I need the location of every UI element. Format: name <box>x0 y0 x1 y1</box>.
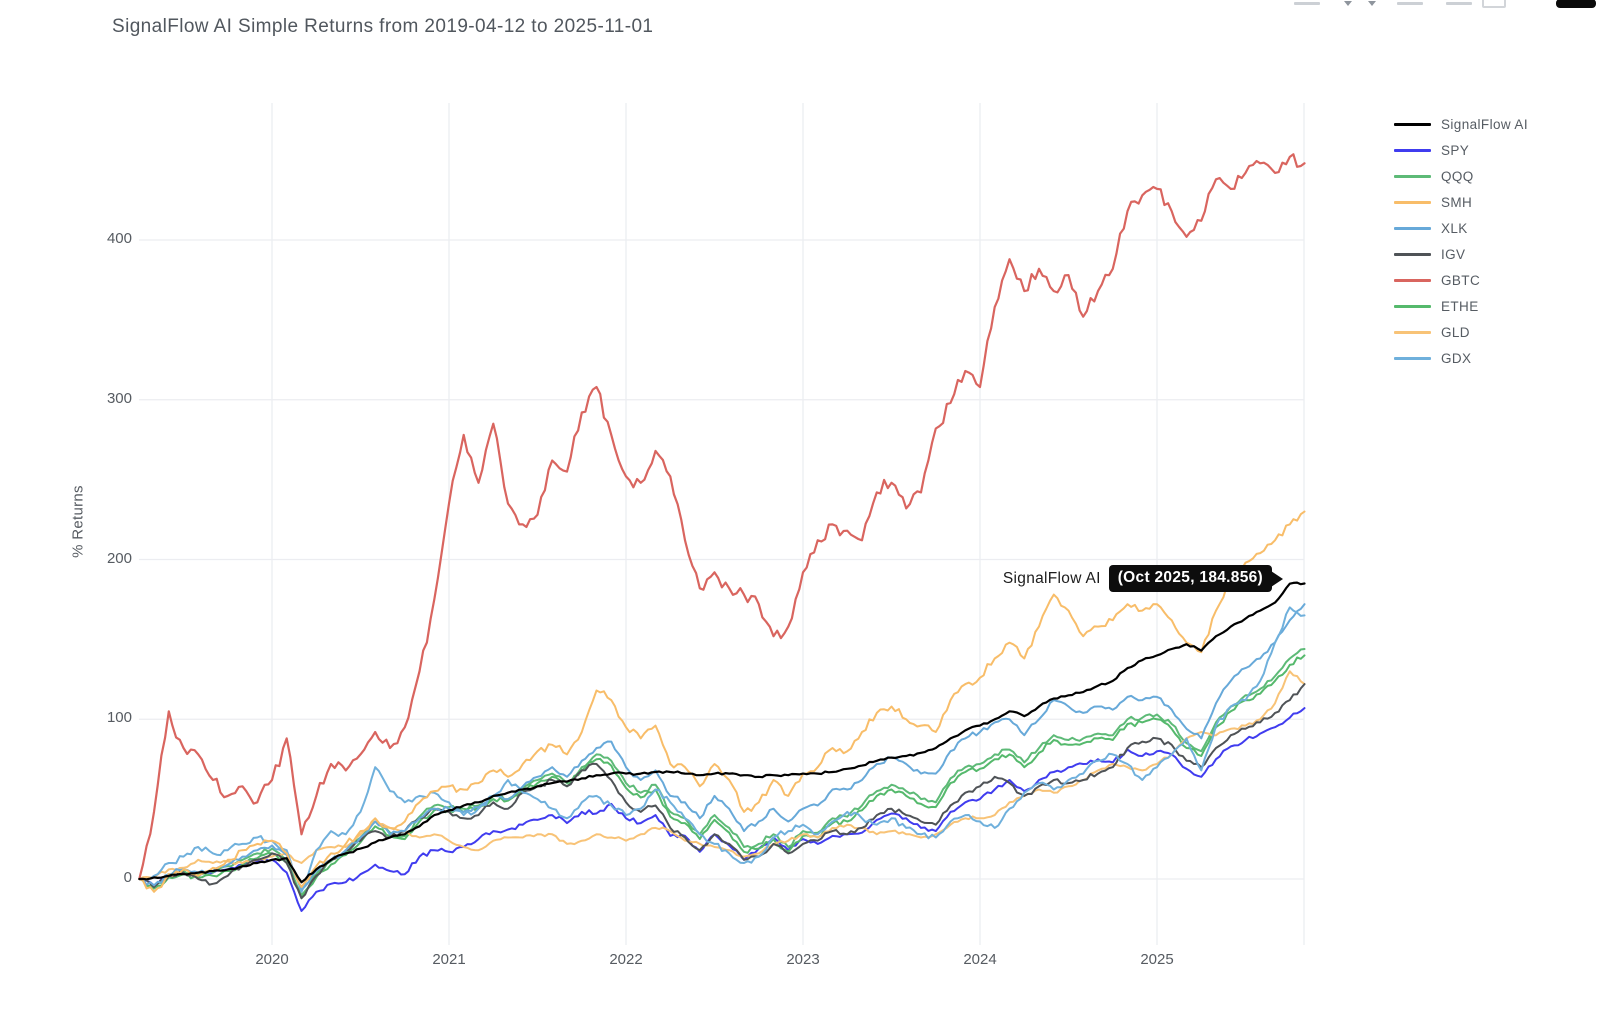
legend-swatch-icon <box>1394 148 1431 152</box>
legend-swatch-icon <box>1394 304 1431 308</box>
legend-item-xlk[interactable]: XLK <box>1394 215 1528 241</box>
modebar-button-6[interactable] <box>1482 0 1506 8</box>
legend-swatch-icon <box>1394 226 1431 230</box>
legend-swatch-icon <box>1394 200 1431 204</box>
x-tick-2024: 2024 <box>963 951 997 968</box>
legend-label: XLK <box>1441 220 1468 236</box>
legend-label: SPY <box>1441 142 1470 158</box>
legend-item-gdx[interactable]: GDX <box>1394 345 1528 371</box>
series-line-gbtc[interactable] <box>138 153 1306 881</box>
legend-swatch-icon <box>1394 174 1431 178</box>
series-line-ethe[interactable] <box>138 654 1306 900</box>
y-tick-300: 300 <box>106 390 132 407</box>
legend-label: SMH <box>1441 194 1473 210</box>
series-line-igv[interactable] <box>138 683 1306 900</box>
legend-item-igv[interactable]: IGV <box>1394 241 1528 267</box>
legend-item-gbtc[interactable]: GBTC <box>1394 267 1528 293</box>
legend-swatch-icon <box>1394 122 1431 126</box>
chart-title: SignalFlow AI Simple Returns from 2019-0… <box>112 16 654 37</box>
modebar-button-7[interactable] <box>1556 0 1596 8</box>
legend-label: GBTC <box>1441 272 1481 288</box>
y-tick-0: 0 <box>123 869 132 886</box>
series-line-gld[interactable] <box>138 670 1306 880</box>
y-tick-200: 200 <box>106 550 132 567</box>
legend-item-spy[interactable]: SPY <box>1394 137 1528 163</box>
x-tick-2020: 2020 <box>255 951 289 968</box>
legend-label: SignalFlow AI <box>1441 116 1528 132</box>
legend-item-gld[interactable]: GLD <box>1394 319 1528 345</box>
legend-swatch-icon <box>1394 330 1431 334</box>
legend-swatch-icon <box>1394 356 1431 360</box>
legend-swatch-icon <box>1394 252 1431 256</box>
legend-swatch-icon <box>1394 278 1431 282</box>
legend: SignalFlow AI SPY QQQ SMH XLK IGV GBTC E… <box>1394 111 1528 371</box>
legend-item-smh[interactable]: SMH <box>1394 189 1528 215</box>
legend-item-ethe[interactable]: ETHE <box>1394 293 1528 319</box>
series-line-signalflow-ai[interactable] <box>138 581 1306 884</box>
series-line-smh[interactable] <box>138 510 1306 893</box>
legend-label: ETHE <box>1441 298 1479 314</box>
modebar-button-4[interactable] <box>1397 2 1423 5</box>
x-tick-2022: 2022 <box>609 951 643 968</box>
legend-label: GDX <box>1441 350 1472 366</box>
x-tick-2021: 2021 <box>432 951 466 968</box>
modebar-button-3[interactable] <box>1368 1 1376 6</box>
modebar-button-5[interactable] <box>1446 2 1472 5</box>
modebar-button-1[interactable] <box>1294 2 1320 5</box>
x-tick-2023: 2023 <box>786 951 820 968</box>
legend-label: GLD <box>1441 324 1470 340</box>
legend-item-qqq[interactable]: QQQ <box>1394 163 1528 189</box>
modebar-button-2[interactable] <box>1344 1 1352 6</box>
legend-label: IGV <box>1441 246 1466 262</box>
x-tick-2025: 2025 <box>1140 951 1174 968</box>
series-line-gdx[interactable] <box>138 606 1306 893</box>
legend-label: QQQ <box>1441 168 1474 184</box>
y-tick-400: 400 <box>106 230 132 247</box>
y-tick-100: 100 <box>106 709 132 726</box>
legend-item-signalflow-ai[interactable]: SignalFlow AI <box>1394 111 1528 137</box>
